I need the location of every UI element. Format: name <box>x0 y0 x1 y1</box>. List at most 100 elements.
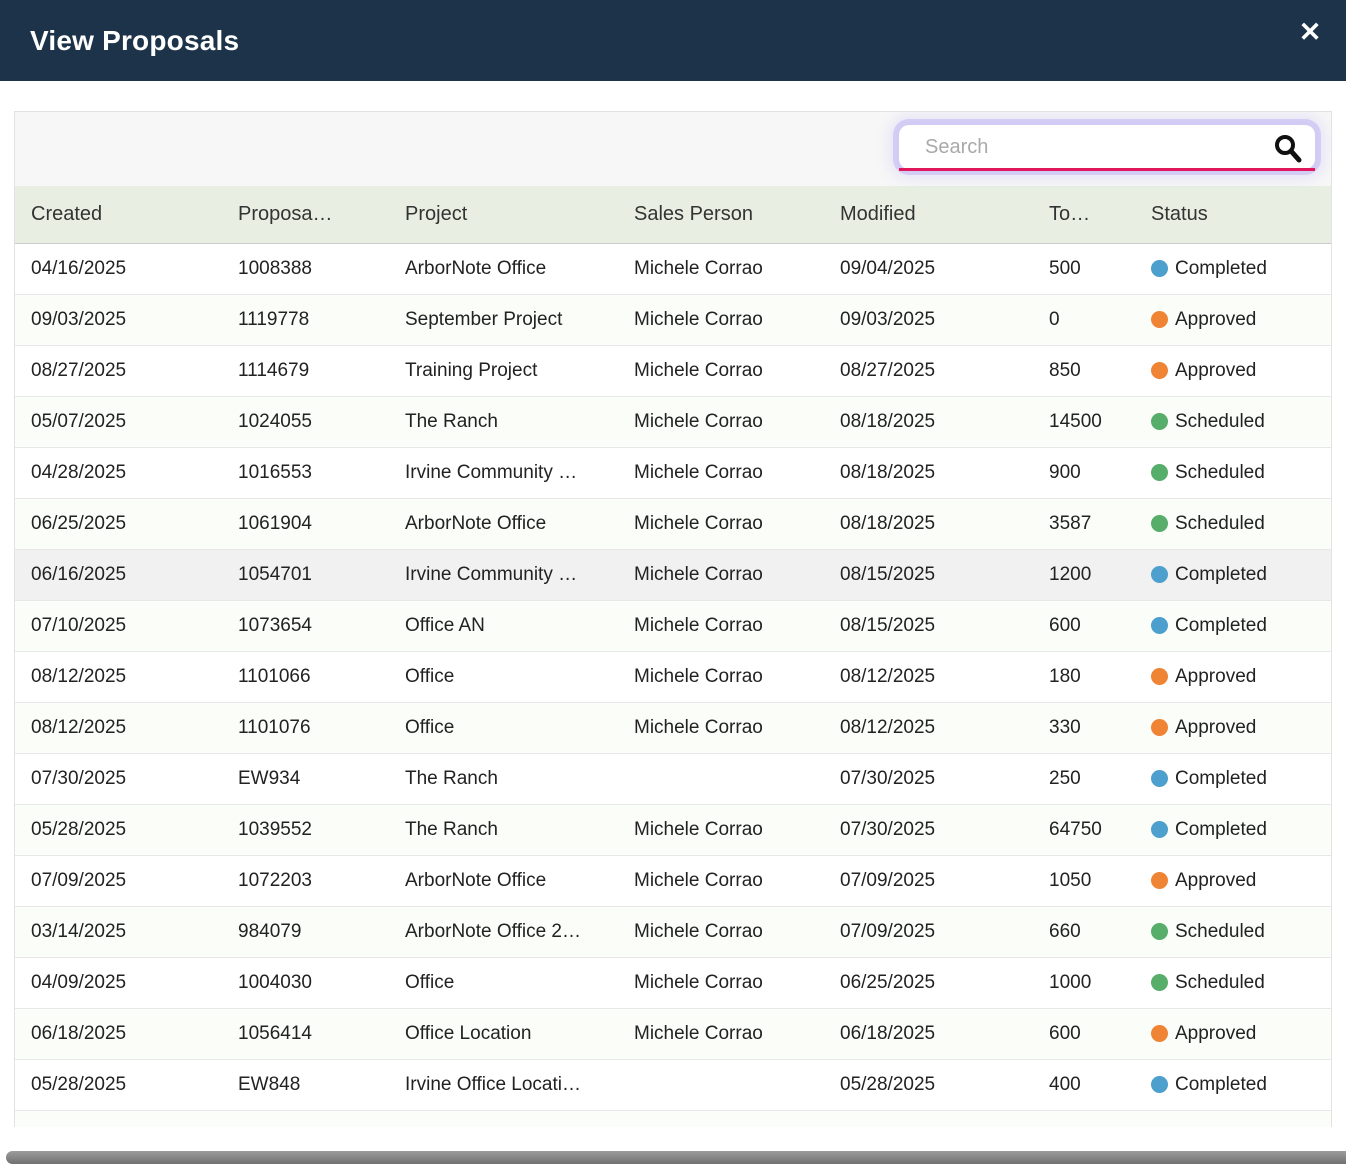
modal-header: View Proposals ✕ <box>0 0 1346 81</box>
cell-proposal: 1072203 <box>238 869 312 891</box>
cell-sales-person: Michele Corrao <box>634 818 763 840</box>
cell-project: ArborNote Office <box>405 257 547 279</box>
cell-project: Training Project <box>405 359 538 381</box>
column-header-project[interactable]: Project <box>389 186 618 244</box>
table-row[interactable]: 07/30/2025 EW934 The Ranch 07/30/2025 25… <box>15 753 1331 804</box>
proposals-table: Created Proposa… Project Sales Person Mo… <box>15 186 1331 1127</box>
cell-proposal: EW848 <box>238 1073 301 1095</box>
column-header-modified[interactable]: Modified <box>824 186 1033 244</box>
table-row[interactable]: 02/05/2025 956321 Irvine Office Locati… … <box>15 1110 1331 1127</box>
cell-status: Scheduled <box>1135 906 1331 957</box>
cell-total: 500 <box>1049 257 1081 279</box>
close-button[interactable]: ✕ <box>1290 12 1330 52</box>
cell-total: 1050 <box>1049 869 1092 891</box>
cell-created: 08/27/2025 <box>31 359 127 381</box>
cell-project: The Ranch <box>405 767 498 789</box>
cell-project: ArborNote Office <box>405 512 547 534</box>
status-badge: Approved <box>1175 716 1257 738</box>
table-row[interactable]: 04/28/2025 1016553 Irvine Community … Mi… <box>15 447 1331 498</box>
status-dot-icon <box>1151 260 1168 277</box>
cell-status: Completed <box>1135 549 1331 600</box>
cell-modified: 07/30/2025 <box>840 818 936 840</box>
status-badge: Scheduled <box>1175 512 1265 534</box>
table-row[interactable]: 06/18/2025 1056414 Office Location Miche… <box>15 1008 1331 1059</box>
status-badge: Completed <box>1175 767 1267 789</box>
cell-proposal: 1114679 <box>238 359 310 381</box>
cell-proposal: 1008388 <box>238 257 312 279</box>
column-header-status[interactable]: Status <box>1135 186 1331 244</box>
cell-modified: 08/12/2025 <box>840 716 936 738</box>
cell-total: 64750 <box>1049 818 1102 840</box>
cell-proposal: 1101076 <box>238 716 311 738</box>
cell-total: 0 <box>1049 308 1060 330</box>
cell-sales-person <box>618 753 824 804</box>
status-badge: Completed <box>1175 1073 1267 1095</box>
status-badge: Completed <box>1175 614 1267 636</box>
cell-total: 250 <box>1049 767 1081 789</box>
status-badge: Completed <box>1175 257 1267 279</box>
table-row[interactable]: 08/12/2025 1101076 Office Michele Corrao… <box>15 702 1331 753</box>
cell-proposal: 1056414 <box>238 1022 312 1044</box>
cell-sales-person: Michele Corrao <box>618 1110 824 1128</box>
cell-modified: 09/04/2025 <box>840 257 936 279</box>
cell-created: 03/14/2025 <box>31 920 127 942</box>
status-dot-icon <box>1151 770 1168 787</box>
cell-modified: 08/15/2025 <box>840 563 936 585</box>
column-header-created[interactable]: Created <box>15 186 222 244</box>
cell-status: Scheduled <box>1135 396 1331 447</box>
cell-project: The Ranch <box>405 818 498 840</box>
table-row[interactable]: 03/14/2025 984079 ArborNote Office 2… Mi… <box>15 906 1331 957</box>
table-row[interactable]: 05/07/2025 1024055 The Ranch Michele Cor… <box>15 396 1331 447</box>
table-row[interactable]: 08/12/2025 1101066 Office Michele Corrao… <box>15 651 1331 702</box>
status-dot-icon <box>1151 515 1168 532</box>
cell-proposal: 984079 <box>238 920 302 942</box>
cell-status: Completed <box>1135 804 1331 855</box>
status-dot-icon <box>1151 821 1168 838</box>
cell-sales-person <box>618 1059 824 1110</box>
table-row[interactable]: 04/16/2025 1008388 ArborNote Office Mich… <box>15 243 1331 294</box>
cell-created: 02/05/2025 <box>15 1110 222 1128</box>
table-row[interactable]: 07/10/2025 1073654 Office AN Michele Cor… <box>15 600 1331 651</box>
table-row[interactable]: 06/16/2025 1054701 Irvine Community … Mi… <box>15 549 1331 600</box>
column-header-total[interactable]: To… <box>1033 186 1135 244</box>
status-badge: Approved <box>1175 869 1257 891</box>
modal-title: View Proposals <box>30 24 240 56</box>
cell-modified: 08/15/2025 <box>840 614 936 636</box>
search-icon[interactable] <box>1271 132 1303 164</box>
cell-created: 06/16/2025 <box>31 563 127 585</box>
column-header-sales-person[interactable]: Sales Person <box>618 186 824 244</box>
table-row[interactable]: 06/25/2025 1061904 ArborNote Office Mich… <box>15 498 1331 549</box>
status-dot-icon <box>1151 362 1168 379</box>
cell-project: ArborNote Office 2… <box>405 920 582 942</box>
status-dot-icon <box>1151 872 1168 889</box>
table-row[interactable]: 09/03/2025 1119778 September Project Mic… <box>15 294 1331 345</box>
table-row[interactable]: 08/27/2025 1114679 Training Project Mich… <box>15 345 1331 396</box>
cell-created: 06/25/2025 <box>31 512 127 534</box>
cell-status: Approved <box>1135 345 1331 396</box>
cell-modified: 08/18/2025 <box>840 410 936 432</box>
cell-proposal: 1054701 <box>238 563 312 585</box>
cell-created: 05/28/2025 <box>31 1073 127 1095</box>
status-badge: Scheduled <box>1175 410 1265 432</box>
cell-created: 04/09/2025 <box>31 971 127 993</box>
horizontal-scrollbar-thumb[interactable] <box>6 1151 1346 1164</box>
search-input[interactable] <box>899 125 1315 169</box>
cell-modified: 09/03/2025 <box>840 308 936 330</box>
table-row[interactable]: 07/09/2025 1072203 ArborNote Office Mich… <box>15 855 1331 906</box>
cell-sales-person: Michele Corrao <box>634 359 763 381</box>
status-badge: Approved <box>1175 665 1257 687</box>
cell-modified: 06/25/2025 <box>840 971 936 993</box>
status-dot-icon <box>1151 923 1168 940</box>
proposals-table-body: 04/16/2025 1008388 ArborNote Office Mich… <box>15 243 1331 1127</box>
column-header-proposal[interactable]: Proposa… <box>222 186 389 244</box>
cell-proposal: 1016553 <box>238 461 312 483</box>
cell-status: Approved <box>1135 1008 1331 1059</box>
cell-proposal: 956321 <box>222 1110 389 1128</box>
toolbar <box>15 112 1331 186</box>
table-row[interactable]: 05/28/2025 1039552 The Ranch Michele Cor… <box>15 804 1331 855</box>
table-row[interactable]: 05/28/2025 EW848 Irvine Office Locati… 0… <box>15 1059 1331 1110</box>
table-row[interactable]: 04/09/2025 1004030 Office Michele Corrao… <box>15 957 1331 1008</box>
cell-status: Scheduled <box>1135 498 1331 549</box>
cell-modified: 08/27/2025 <box>840 359 936 381</box>
cell-status: Scheduled <box>1135 447 1331 498</box>
